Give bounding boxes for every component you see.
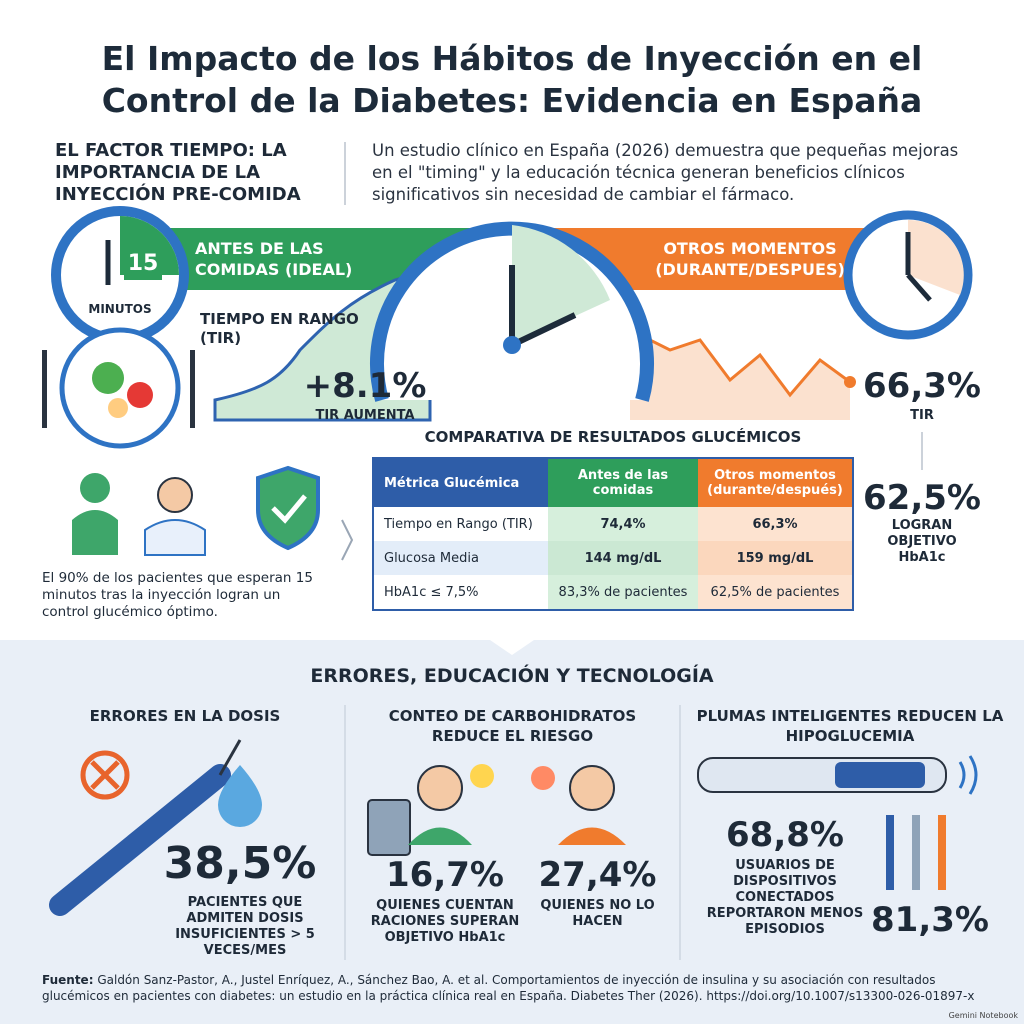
patients-note: El 90% de los pacientes que esperan 15 m… [42, 570, 313, 620]
intro: Un estudio clínico en España (2026) demu… [372, 141, 959, 204]
section-heading: EL FACTOR TIEMPO: LA IMPORTANCIA DE LA I… [55, 140, 301, 205]
clock-hand [510, 312, 577, 348]
syringe [49, 764, 231, 916]
needle [218, 739, 242, 776]
stat: 27,4% [538, 855, 657, 895]
egg [108, 398, 128, 418]
other-area [630, 330, 850, 420]
other-line [629, 328, 851, 398]
tir-label: TIEMPO EN RANGO (TIR) [200, 310, 359, 347]
person-sad [558, 827, 626, 845]
tir-increase: +8.1% [303, 366, 427, 406]
sad-emoji [531, 766, 555, 790]
column-heading: PLUMAS INTELIGENTES REDUCEN LA HIPOGLUCE… [696, 707, 1004, 745]
table-row: Tiempo en Rango (TIR) 74,4% 66,3% [373, 507, 853, 541]
cell: 66,3% [698, 507, 853, 541]
cell: 62,5% de pacientes [698, 575, 853, 610]
other-hba1c-label: LOGRAN OBJETIVO HbA1c [887, 518, 957, 565]
person-sad [569, 765, 615, 811]
table-row: HbA1c ≤ 7,5% 83,3% de pacientes 62,5% de p… [373, 575, 853, 610]
banner-label: OTROS MOMENTOS (DURANTE/DESPUES) [655, 239, 845, 279]
stat: 81,3% [871, 900, 989, 940]
person-happy [417, 765, 463, 811]
stat-label: QUIENES CUENTAN RACIONES SUPERAN OBJETIV… [370, 898, 520, 945]
pen-display [835, 762, 925, 788]
clock-wedge [512, 225, 610, 345]
source-label: Fuente: [42, 973, 94, 987]
person-happy [408, 827, 472, 845]
header-cell: Métrica Glucémica [373, 458, 548, 507]
stat: 38,5% [163, 838, 317, 889]
right-clock-wedge [908, 219, 964, 295]
doctor-icon [157, 477, 193, 513]
salad [92, 362, 124, 394]
other-tir: 66,3% [863, 366, 981, 406]
cell: 144 mg/dL [548, 541, 698, 575]
cell: 74,4% [548, 507, 698, 541]
other-tir-label: TIR [910, 408, 934, 423]
header-cell: Otros momentos (durante/después) [698, 458, 853, 507]
fork [42, 350, 47, 428]
stat-label: USUARIOS DE DISPOSITIVOS CONECTADOS REPO… [706, 858, 864, 937]
column-heading: CONTEO DE CARBOHIDRATOS REDUCE EL RIESGO [388, 707, 637, 745]
pen-icon [938, 815, 946, 890]
clock-center [503, 336, 521, 354]
cell: HbA1c ≤ 7,5% [384, 584, 479, 600]
person-icon [80, 473, 110, 503]
source: Fuente: Galdón Sanz-Pastor, A., Justel E… [42, 972, 992, 1004]
drop [218, 765, 262, 827]
tomato [127, 382, 153, 408]
check [271, 494, 307, 524]
banner-label: ANTES DE LAS COMIDAS (IDEAL) [195, 239, 353, 279]
pen-icon [886, 815, 894, 890]
cell: 83,3% de pacientes [548, 575, 698, 610]
calculator [367, 799, 411, 856]
arrow [341, 519, 354, 561]
table-title: COMPARATIVA DE RESULTADOS GLUCÉMICOS [424, 428, 802, 446]
clock-hand [906, 273, 932, 302]
other-hba1c: 62,5% [863, 478, 981, 518]
section-title: ERRORES, EDUCACIÓN Y TECNOLOGÍA [310, 665, 714, 687]
clock-unit: MINUTOS [88, 302, 152, 316]
person-icon [72, 510, 118, 555]
tir-increase-label: TIR AUMENTA [315, 408, 415, 423]
other-dot [844, 376, 856, 388]
source-text: Galdón Sanz-Pastor, A., Justel Enríquez,… [42, 973, 975, 1003]
cell: Glucosa Media [384, 550, 479, 566]
error-icon [80, 750, 130, 800]
error-icon [90, 760, 120, 790]
cell: Tiempo en Rango (TIR) [384, 516, 533, 532]
title: El Impacto de los Hábitos de Inyección e… [101, 39, 923, 120]
clock-number: 15 [124, 248, 162, 280]
shield-icon [256, 465, 320, 551]
table-row: Glucosa Media 144 mg/dL 159 mg/dL [373, 541, 853, 575]
column-heading: ERRORES EN LA DOSIS [89, 707, 281, 725]
comparison-table: Métrica Glucémica Antes de las comidas O… [372, 457, 854, 611]
knife [190, 350, 195, 428]
stat: 16,7% [386, 855, 504, 895]
cell: 159 mg/dL [698, 541, 853, 575]
watermark: Gemini Notebook [948, 1011, 1018, 1020]
pen-icon [912, 815, 920, 890]
table-header: Métrica Glucémica Antes de las comidas O… [373, 458, 853, 507]
smile-emoji [470, 764, 494, 788]
header-cell: Antes de las comidas [548, 458, 698, 507]
stat-label: QUIENES NO LO HACEN [540, 898, 655, 929]
doctor-icon [144, 519, 206, 556]
stat: 68,8% [726, 815, 844, 855]
stat-label: PACIENTES QUE ADMITEN DOSIS INSUFICIENTE… [175, 895, 315, 958]
lower-background [0, 640, 1024, 1024]
wireless [958, 755, 978, 795]
notch [490, 640, 534, 655]
